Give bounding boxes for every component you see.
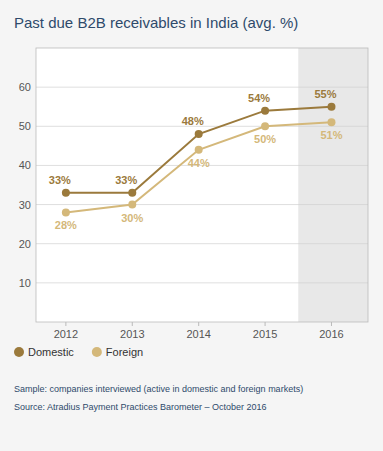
data-label: 54%	[248, 92, 270, 104]
x-tick	[265, 322, 266, 326]
data-label: 44%	[188, 157, 210, 169]
footnote: Sample: companies interviewed (active in…	[14, 384, 303, 394]
x-tick	[331, 322, 332, 326]
data-label: 51%	[320, 129, 342, 141]
y-tick-label: 10	[19, 277, 31, 289]
legend-marker	[92, 347, 102, 357]
grid-line	[36, 204, 368, 205]
x-tick-label: 2014	[186, 328, 210, 340]
series-line	[66, 107, 332, 193]
data-label: 30%	[121, 212, 143, 224]
y-tick-label: 20	[19, 238, 31, 250]
point	[327, 118, 335, 126]
point	[62, 189, 70, 197]
data-label: 28%	[55, 219, 77, 231]
footnote: Source: Atradius Payment Practices Barom…	[14, 402, 267, 412]
series-line	[66, 122, 332, 212]
data-label: 55%	[314, 88, 336, 100]
x-tick-label: 2015	[253, 328, 277, 340]
grid-line	[36, 243, 368, 244]
data-label: 33%	[49, 174, 71, 186]
series-group	[62, 103, 336, 217]
y-tick-label: 50	[19, 120, 31, 132]
chart: Past due B2B receivables in India (avg. …	[0, 0, 383, 451]
plot-frame	[36, 48, 368, 322]
plot-area	[36, 48, 368, 322]
legend-marker	[14, 347, 24, 357]
y-tick-label: 40	[19, 159, 31, 171]
highlight-band	[298, 48, 368, 322]
point	[195, 130, 203, 138]
point	[62, 208, 70, 216]
x-tick	[65, 322, 66, 326]
point	[195, 146, 203, 154]
x-tick	[132, 322, 133, 326]
point	[128, 189, 136, 197]
data-label: 50%	[254, 133, 276, 145]
x-tick-label: 2016	[319, 328, 343, 340]
point	[327, 103, 335, 111]
point	[261, 122, 269, 130]
y-tick-label: 30	[19, 199, 31, 211]
x-tick-label: 2013	[120, 328, 144, 340]
data-label: 48%	[182, 115, 204, 127]
x-tick-label: 2012	[54, 328, 78, 340]
point	[128, 201, 136, 209]
legend-entry: Foreign	[106, 346, 143, 358]
title: Past due B2B receivables in India (avg. …	[14, 14, 298, 31]
grid-line	[36, 282, 368, 283]
y-tick-label: 60	[19, 81, 31, 93]
x-tick	[198, 322, 199, 326]
point	[261, 107, 269, 115]
data-label: 33%	[115, 174, 137, 186]
legend-entry: Domestic	[28, 346, 74, 358]
